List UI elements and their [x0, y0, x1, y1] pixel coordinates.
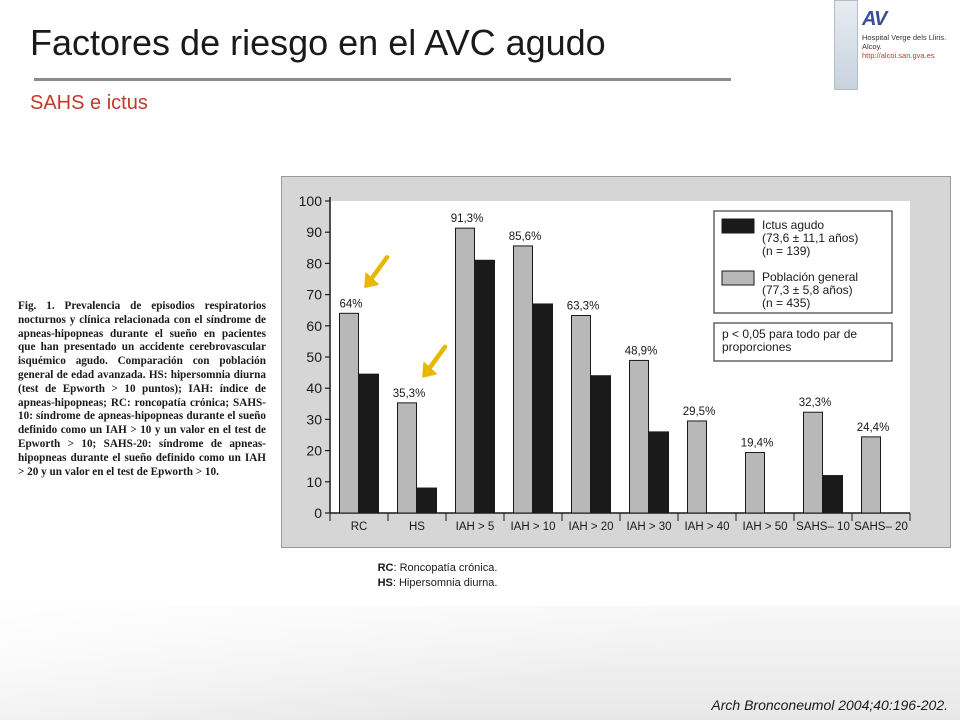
hospital-city: Alcoy. [862, 42, 882, 51]
x-tick-label: SAHS– 10 [796, 521, 850, 533]
p-value-note-box [713, 322, 893, 362]
x-tick-label: IAH > 30 [626, 521, 671, 533]
legend-label-poblacion: (77,3 ± 5,8 años) [762, 283, 853, 297]
highlight-arrow-head [422, 362, 437, 378]
legend-label-ictus: (n = 139) [762, 244, 810, 258]
footnote-rc-text: : Roncopatía crónica. [393, 562, 498, 574]
citation: Arch Bronconeumol 2004;40:196-202. [711, 697, 948, 713]
legend-label-ictus: (73,6 ± 11,1 años) [762, 231, 858, 245]
bar-poblacion [745, 451, 765, 514]
slide-subtitle: SAHS e ictus [30, 92, 148, 114]
bar-chart: 0 10 20 30 40 50 60 70 80 90 100 RC HS IAH > 5 IAH > 1… [299, 193, 911, 533]
bar-ictus [417, 487, 437, 514]
x-tick-label: RC [351, 521, 368, 533]
legend-swatch-poblacion [721, 270, 755, 286]
y-tick-label: 40 [306, 380, 322, 396]
y-tick-label: 20 [306, 443, 322, 459]
chart-frame: 0 10 20 30 40 50 60 70 80 90 100 RC HS IAH > 5 IAH > 1… [281, 176, 951, 548]
bar-poblacion [687, 420, 707, 514]
bar-poblacion [571, 315, 591, 514]
bar-poblacion [513, 245, 533, 514]
legend-label-poblacion: (n = 435) [762, 296, 810, 310]
bar-data-label: 29,5% [683, 406, 716, 418]
bar-poblacion [803, 411, 823, 514]
bar-poblacion [397, 402, 417, 514]
y-tick-label: 90 [306, 224, 322, 240]
footnote-hs: HS: Hipersomnia diurna. [340, 576, 535, 591]
hospital-url[interactable]: http://alcoi.san.gva.es [862, 51, 935, 60]
y-tick-label: 10 [306, 474, 322, 490]
hospital-info: Hospital Verge dels Lliris. Alcoy. http:… [862, 33, 946, 60]
legend-swatch-ictus [721, 218, 755, 234]
highlight-arrow-head [364, 272, 379, 289]
footnote-rc: RC: Roncopatía crónica. [340, 561, 535, 576]
x-tick-label: IAH > 20 [568, 521, 613, 533]
bar-data-label: 91,3% [451, 213, 484, 225]
y-tick-label: 50 [306, 349, 322, 365]
y-tick-label: 0 [314, 505, 322, 521]
slide-title: Factores de riesgo en el AVC agudo [30, 22, 606, 63]
bar-data-label: 64% [339, 298, 362, 310]
bar-ictus [823, 475, 843, 514]
bar-poblacion [629, 359, 649, 514]
y-tick-label: 100 [299, 193, 323, 209]
bar-data-label: 32,3% [799, 397, 832, 409]
footnote-hs-text: : Hipersomnia diurna. [392, 577, 498, 589]
bar-data-label: 48,9% [625, 345, 658, 357]
bar-poblacion [861, 436, 881, 514]
x-tick-label: IAH > 5 [456, 521, 495, 533]
x-tick-label: IAH > 40 [684, 521, 729, 533]
y-tick-label: 60 [306, 318, 322, 334]
bar-data-label: 85,6% [509, 231, 542, 243]
x-tick-label: HS [409, 521, 425, 533]
footnote-hs-abbr: HS [377, 577, 393, 589]
bar-data-label: 19,4% [741, 437, 774, 449]
bar-ictus [591, 375, 611, 514]
bar-data-label: 63,3% [567, 301, 600, 313]
bar-ictus [475, 259, 495, 514]
legend-label-ictus: Ictus agudo [762, 218, 824, 232]
p-value-note-text: proporciones [722, 340, 791, 354]
bar-ictus [649, 431, 669, 514]
p-value-note-text: p < 0,05 para todo par de [722, 327, 857, 341]
bar-data-label: 24,4% [857, 422, 890, 434]
x-tick-label: IAH > 50 [742, 521, 787, 533]
bar-data-label: 35,3% [393, 388, 426, 400]
title-underline [34, 78, 731, 81]
bar-poblacion [455, 227, 475, 514]
y-tick-label: 30 [306, 411, 322, 427]
hospital-logo: AV [862, 8, 887, 30]
x-tick-label: IAH > 10 [510, 521, 555, 533]
chart-footnotes: RC: Roncopatía crónica. HS: Hipersomnia … [340, 561, 535, 591]
logo-image-strip [834, 0, 858, 90]
y-tick-label: 70 [306, 287, 322, 303]
bottom-band [0, 606, 960, 720]
x-tick-label: SAHS– 20 [854, 521, 908, 533]
legend-label-poblacion: Población general [762, 270, 858, 284]
y-tick-label: 80 [306, 255, 322, 271]
bar-ictus [359, 373, 379, 514]
hospital-name: Hospital Verge dels Lliris. [862, 33, 947, 42]
bar-ictus [533, 303, 553, 514]
bar-poblacion [339, 312, 359, 514]
figure-caption: Fig. 1. Prevalencia de episodios respira… [18, 300, 266, 478]
footnote-rc-abbr: RC [377, 562, 394, 574]
